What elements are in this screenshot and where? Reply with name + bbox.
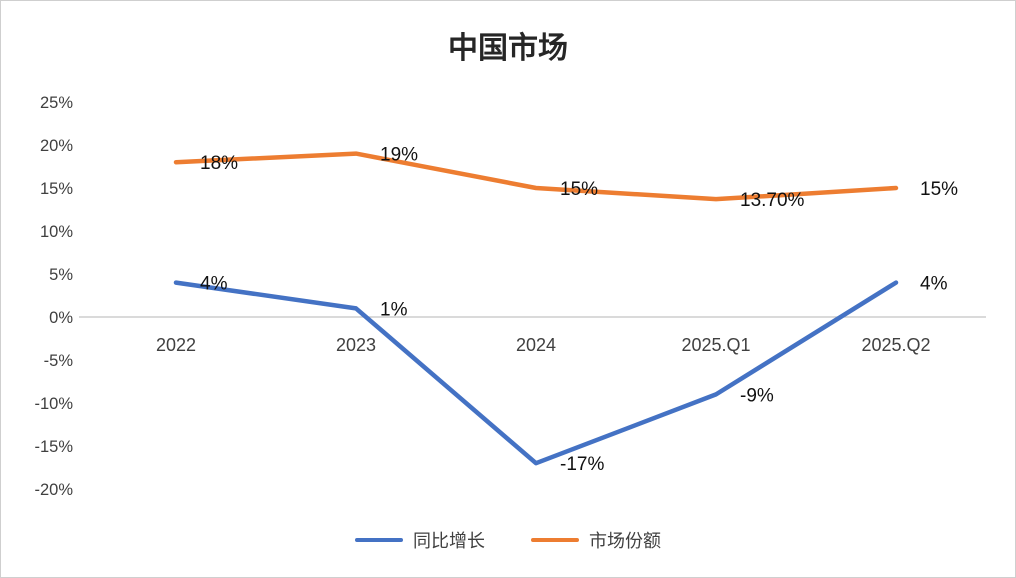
y-tick-label: 25% xyxy=(40,94,73,112)
legend-label-yoy-growth: 同比增长 xyxy=(413,531,485,551)
data-label: -9% xyxy=(740,385,774,406)
x-tick-label: 2025.Q1 xyxy=(681,335,750,355)
x-tick-label: 2023 xyxy=(336,335,376,355)
legend-item-market-share: 市场份额 xyxy=(531,527,661,553)
data-label: 15% xyxy=(920,179,958,200)
data-label: 18% xyxy=(200,153,238,174)
y-tick-label: 0% xyxy=(49,309,73,327)
legend: 同比增长 市场份额 xyxy=(1,527,1015,553)
x-tick-label: 2024 xyxy=(516,335,556,355)
data-label: 4% xyxy=(920,274,948,295)
y-tick-label: 5% xyxy=(49,266,73,284)
data-label: 15% xyxy=(560,179,598,200)
legend-line-swatch-orange xyxy=(531,537,579,543)
data-label: 13.70% xyxy=(740,190,805,211)
data-label: -17% xyxy=(560,454,604,475)
data-label: 4% xyxy=(200,274,228,295)
y-tick-label: 20% xyxy=(40,137,73,155)
x-tick-label: 2025.Q2 xyxy=(861,335,930,355)
y-tick-label: -20% xyxy=(34,481,73,499)
legend-line-swatch-blue xyxy=(355,537,403,543)
legend-item-yoy-growth: 同比增长 xyxy=(355,527,485,553)
series-line-0 xyxy=(173,280,899,466)
chart-title: 中国市场 xyxy=(448,32,568,65)
series-line-1 xyxy=(173,151,899,202)
y-tick-label: 10% xyxy=(40,223,73,241)
y-tick-label: -5% xyxy=(44,352,74,370)
legend-label-market-share: 市场份额 xyxy=(589,531,661,551)
y-tick-label: -15% xyxy=(34,438,73,456)
x-tick-label: 2022 xyxy=(156,335,196,355)
data-label: 1% xyxy=(380,299,408,320)
y-tick-label: 15% xyxy=(40,180,73,198)
data-label: 19% xyxy=(380,145,418,166)
y-tick-label: -10% xyxy=(34,395,73,413)
